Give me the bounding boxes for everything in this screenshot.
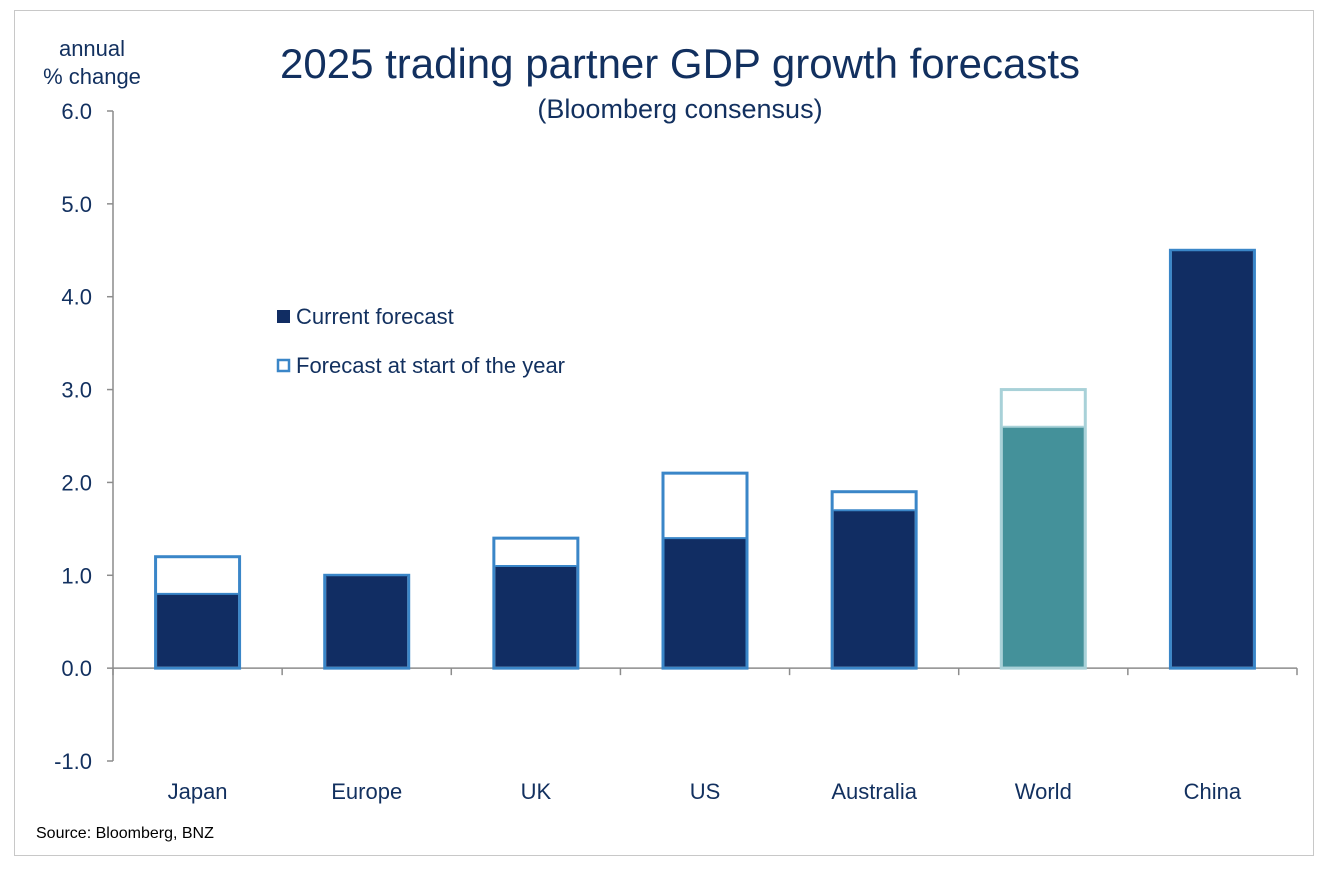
legend-label-current: Current forecast <box>296 304 454 329</box>
chart-frame <box>14 10 1314 856</box>
legend-swatch-current <box>277 310 290 323</box>
x-category-label: Europe <box>331 779 402 804</box>
bar-current-china <box>1171 250 1253 667</box>
bar-current-europe <box>326 575 408 667</box>
labels: 6.0 5.0 4.0 3.0 2.0 1.0 0.0 -1.0 Japan Europe UK US… <box>54 99 1242 804</box>
source-note: Source: Bloomberg, BNZ <box>36 825 214 842</box>
y-unit-line-1: annual <box>59 36 125 61</box>
x-category-label: UK <box>521 779 552 804</box>
x-category-label: World <box>1015 779 1072 804</box>
y-tick-label: -1.0 <box>54 749 92 774</box>
legend: Current forecast Forecast at start of th… <box>276 304 565 378</box>
y-tick-label: 4.0 <box>61 285 92 310</box>
bar-current-us <box>664 538 746 667</box>
bar-current-australia <box>833 510 915 667</box>
y-tick-label: 2.0 <box>61 470 92 495</box>
legend-swatch-start <box>276 358 291 373</box>
chart-subtitle: (Bloomberg consensus) <box>537 94 822 124</box>
y-tick-label: 3.0 <box>61 378 92 403</box>
y-tick-label: 1.0 <box>61 563 92 588</box>
bar-current-uk <box>495 566 577 667</box>
y-tick-label: 6.0 <box>61 99 92 124</box>
bars <box>154 248 1256 670</box>
y-unit-line-2: % change <box>43 64 141 89</box>
bar-current-japan <box>157 593 239 667</box>
chart-title: 2025 trading partner GDP growth forecast… <box>280 40 1080 87</box>
x-category-label: Australia <box>831 779 917 804</box>
legend-label-start: Forecast at start of the year <box>296 353 565 378</box>
y-tick-label: 5.0 <box>61 192 92 217</box>
y-tick-label: 0.0 <box>61 656 92 681</box>
x-category-label: Japan <box>168 779 228 804</box>
bar-current-world <box>1002 426 1084 667</box>
x-category-label: China <box>1184 779 1242 804</box>
x-category-label: US <box>690 779 721 804</box>
